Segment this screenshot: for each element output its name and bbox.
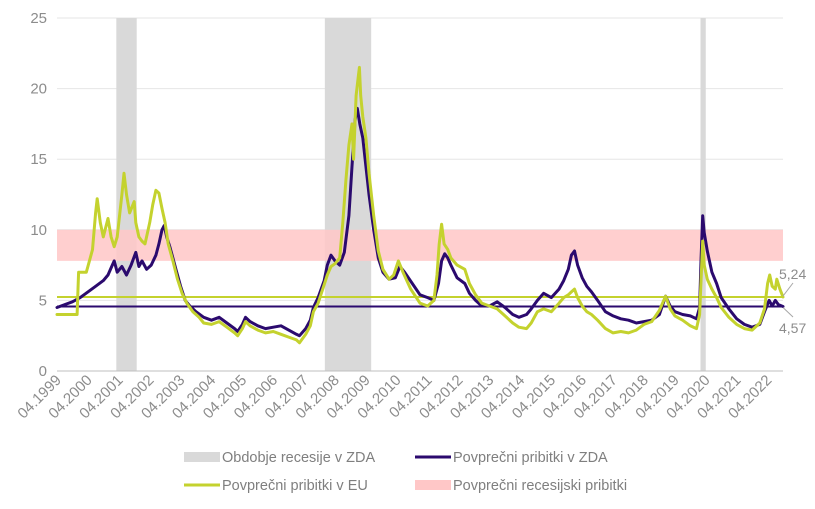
legend-label-eu-spreads: Povprečni pribitki v EU	[222, 478, 368, 494]
legend-swatch-recession-period	[184, 452, 220, 462]
end-label-us: 4,57	[779, 320, 806, 336]
legend-label-recession-spreads: Povprečni recesijski pribitki	[453, 478, 627, 494]
recession-period-bar	[700, 18, 706, 371]
y-tick-label: 25	[30, 10, 47, 27]
y-tick-label: 5	[39, 292, 47, 309]
legend-label-recession-period: Obdobje recesije v ZDA	[222, 450, 375, 466]
legend-label-us-spreads: Povprečni pribitki v ZDA	[453, 450, 608, 466]
y-tick-label: 15	[30, 151, 47, 168]
legend: Obdobje recesije v ZDA Povprečni pribitk…	[184, 450, 627, 494]
end-labels: 5,24 4,57	[779, 266, 806, 336]
recession-spread-band-rect	[57, 229, 783, 261]
series-lines	[55, 65, 785, 345]
y-tick-label: 0	[39, 363, 47, 380]
series-line-eu	[55, 65, 785, 345]
end-label-leader-eu	[782, 282, 794, 297]
end-label-leader-us	[782, 307, 794, 318]
legend-swatch-recession-spreads	[415, 480, 451, 490]
recession-spread-band	[57, 229, 783, 261]
y-tick-label: 10	[30, 222, 47, 239]
gridlines	[57, 17, 783, 372]
end-label-eu: 5,24	[779, 266, 806, 282]
y-axis: 0 5 10 15 20 25	[30, 10, 47, 380]
y-tick-label: 20	[30, 81, 47, 98]
x-axis: 04.199904.200004.200104.200204.200304.20…	[14, 370, 783, 422]
recession-period-bar	[324, 18, 372, 371]
